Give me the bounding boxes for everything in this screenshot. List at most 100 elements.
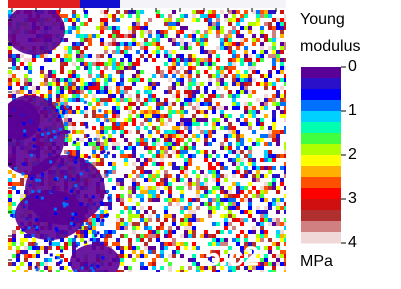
colorbar-band xyxy=(301,166,341,178)
map-cell xyxy=(168,90,172,94)
map-cell xyxy=(168,78,172,82)
map-cell xyxy=(240,38,244,42)
map-cell xyxy=(120,186,124,190)
map-cell xyxy=(112,26,116,30)
map-cell xyxy=(38,190,41,193)
map-cell xyxy=(80,58,84,62)
map-cell xyxy=(280,166,284,170)
map-cell xyxy=(192,226,196,230)
map-cell xyxy=(144,42,148,46)
map-cell xyxy=(244,166,248,170)
map-cell xyxy=(108,62,112,66)
map-cell xyxy=(68,74,72,78)
map-cell xyxy=(124,246,128,250)
map-cell xyxy=(232,42,236,46)
map-cell xyxy=(160,14,164,18)
map-cell xyxy=(164,90,168,94)
map-cell xyxy=(284,254,288,258)
map-cell xyxy=(232,198,236,202)
map-cell xyxy=(244,102,248,106)
map-cell xyxy=(28,226,31,229)
map-cell xyxy=(140,254,144,258)
map-cell xyxy=(96,218,100,222)
map-cell xyxy=(152,258,156,262)
map-cell xyxy=(152,98,156,102)
map-cell xyxy=(52,242,56,246)
map-cell xyxy=(208,82,212,86)
map-cell xyxy=(180,18,184,22)
map-cell xyxy=(224,214,228,218)
map-cell xyxy=(72,74,76,78)
map-cell xyxy=(60,58,64,62)
map-cell xyxy=(152,86,156,90)
map-cell xyxy=(92,226,96,230)
map-cell xyxy=(260,58,264,62)
map-cell xyxy=(196,270,200,274)
map-cell xyxy=(196,266,200,270)
map-cell xyxy=(136,226,140,230)
map-cell xyxy=(40,54,44,58)
map-cell xyxy=(168,118,172,122)
map-cell xyxy=(236,186,240,190)
map-cell xyxy=(260,82,264,86)
map-cell xyxy=(216,54,220,58)
map-cell xyxy=(272,94,276,98)
map-cell xyxy=(136,246,140,250)
map-cell xyxy=(156,70,160,74)
map-cell xyxy=(120,70,124,74)
map-cell xyxy=(160,190,164,194)
map-cell xyxy=(148,158,152,162)
map-cell xyxy=(164,246,168,250)
map-cell xyxy=(104,130,108,134)
map-cell xyxy=(200,94,204,98)
map-cell xyxy=(12,62,16,66)
map-cell xyxy=(176,130,180,134)
map-cell xyxy=(20,238,24,242)
map-cell xyxy=(240,162,244,166)
map-cell xyxy=(144,210,148,214)
map-cell xyxy=(144,158,148,162)
map-cell xyxy=(24,246,28,250)
map-cell xyxy=(228,230,232,234)
map-cell xyxy=(92,82,96,86)
map-cell xyxy=(88,38,92,42)
map-cell xyxy=(64,242,68,246)
map-cell xyxy=(112,142,116,146)
map-cell xyxy=(156,82,160,86)
map-cell xyxy=(240,90,244,94)
map-cell xyxy=(180,130,184,134)
map-cell xyxy=(204,158,208,162)
map-cell xyxy=(64,62,68,66)
map-cell xyxy=(148,194,152,198)
map-cell xyxy=(100,30,104,34)
colorbar-band xyxy=(301,155,341,167)
map-cell xyxy=(12,94,16,98)
map-cell xyxy=(184,134,188,138)
map-cell xyxy=(26,217,29,220)
map-cell xyxy=(248,30,252,34)
map-cell xyxy=(240,62,244,66)
map-cell xyxy=(59,261,62,264)
map-cell xyxy=(112,98,116,102)
map-cell xyxy=(180,150,184,154)
map-cell xyxy=(180,186,184,190)
map-cell xyxy=(128,30,132,34)
map-cell xyxy=(105,170,108,173)
map-cell xyxy=(176,174,180,178)
map-cell xyxy=(8,58,12,62)
map-cell xyxy=(140,78,144,82)
map-cell xyxy=(152,142,156,146)
map-cell xyxy=(216,34,220,38)
map-cell xyxy=(112,50,116,54)
map-cell xyxy=(188,78,192,82)
map-cell xyxy=(20,54,24,58)
map-cell xyxy=(68,238,72,242)
map-cell xyxy=(224,226,228,230)
map-cell xyxy=(180,198,184,202)
map-cell xyxy=(156,138,160,142)
map-cell xyxy=(248,206,252,210)
map-cell xyxy=(228,198,232,202)
map-cell xyxy=(88,82,92,86)
map-cell xyxy=(256,110,260,114)
map-cell xyxy=(268,206,272,210)
